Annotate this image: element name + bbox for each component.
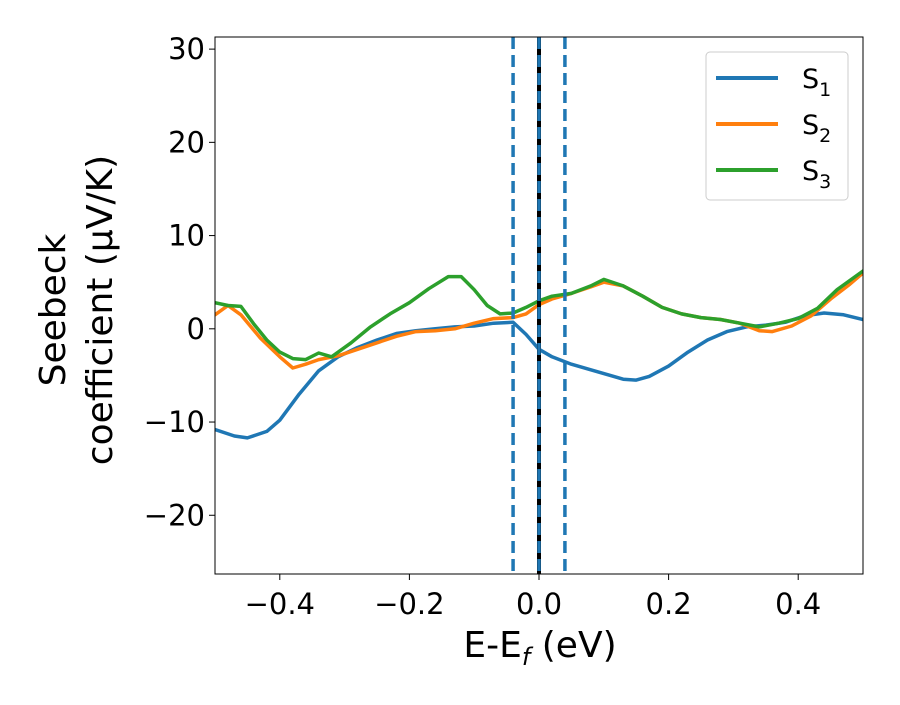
- x-tick-label: 0.4: [775, 587, 821, 621]
- y-tick-label: −10: [144, 405, 205, 439]
- plot-area: [215, 37, 863, 574]
- x-axis-label: E-Ef (eV): [463, 625, 616, 671]
- series-line-s2: [215, 271, 863, 370]
- y-tick-label: 20: [168, 125, 205, 159]
- x-tick-label: 0.0: [516, 587, 562, 621]
- x-tick-label: −0.2: [374, 587, 444, 621]
- y-axis-label-line1: Seebeck: [33, 233, 74, 386]
- x-tick-label: −0.4: [245, 587, 315, 621]
- legend-label-s1: S1: [802, 64, 831, 101]
- y-tick-label: 0: [187, 312, 205, 346]
- x-tick-label: 0.2: [646, 587, 692, 621]
- series-line-s3: [215, 269, 863, 362]
- y-tick-label: −20: [144, 498, 205, 532]
- y-axis-label-line2: coefficient (μV/K): [80, 155, 121, 465]
- plot-content: [215, 37, 863, 574]
- y-tick-label: 10: [168, 219, 205, 253]
- legend: S1 S2 S3: [705, 51, 849, 201]
- legend-label-s3: S3: [802, 156, 831, 193]
- legend-label-s2: S2: [802, 110, 831, 147]
- axes: −0.4 −0.2 0.0 0.2 0.4 −20 −10 0 10 20 30: [144, 32, 864, 621]
- y-tick-label: 30: [168, 32, 205, 66]
